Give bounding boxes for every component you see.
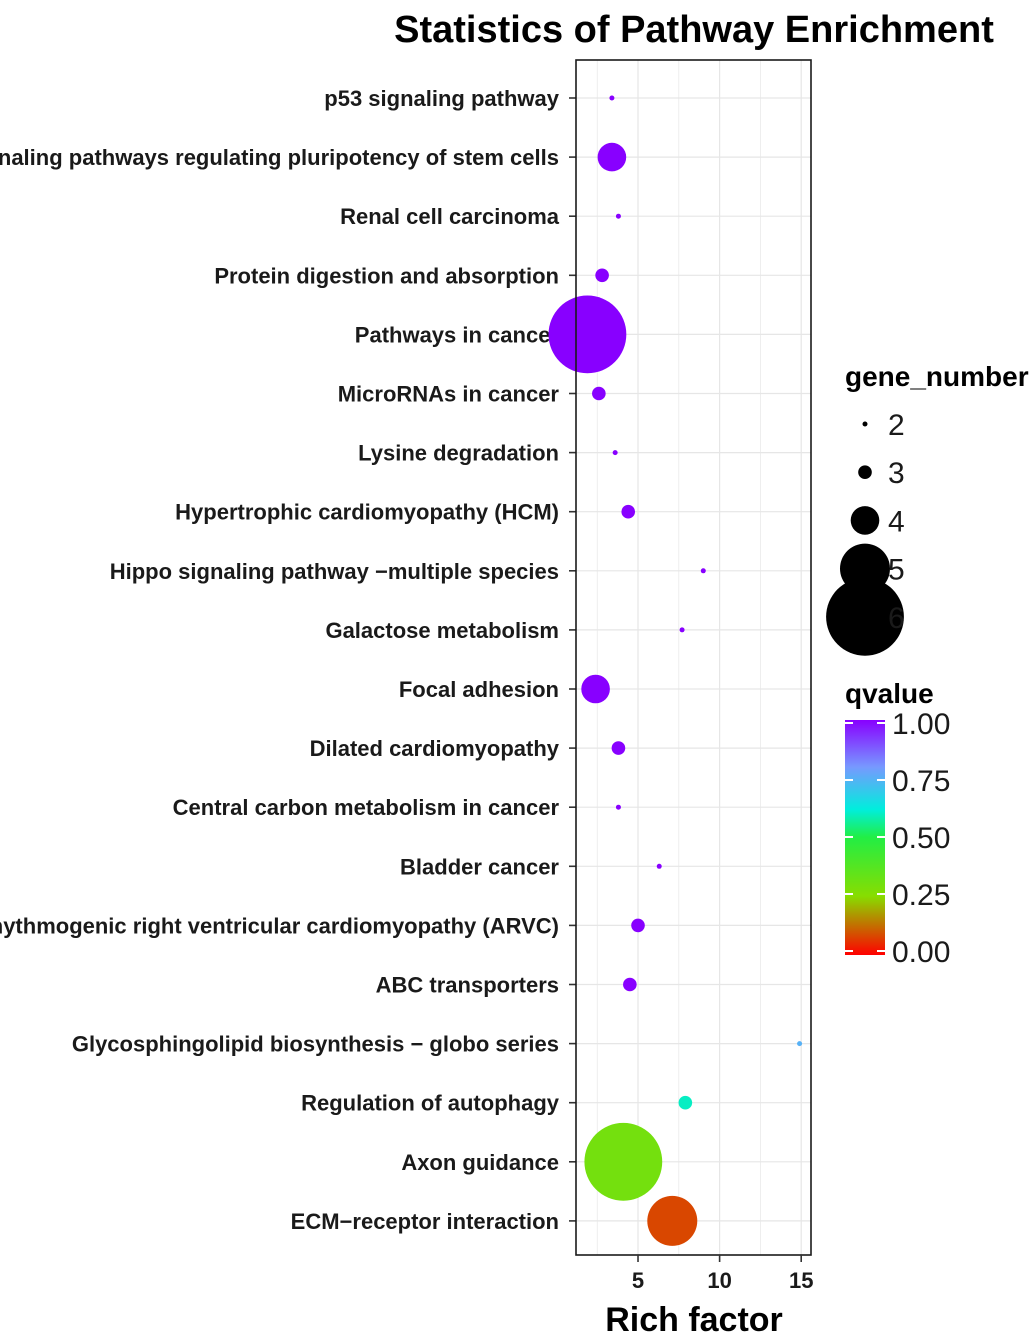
size-legend-dot bbox=[862, 421, 868, 427]
plot-grid bbox=[576, 60, 811, 1255]
color-legend-ticks: 1.00 0.75 0.50 0.25 0.00 bbox=[845, 708, 950, 969]
colorbar-tick-label: 0.00 bbox=[892, 936, 950, 969]
x-tick-label: 5 bbox=[632, 1268, 644, 1293]
enrichment-point bbox=[631, 918, 645, 933]
enrichment-point bbox=[679, 627, 685, 633]
enrichment-point bbox=[615, 804, 621, 810]
pathway-label: Regulation of autophagy bbox=[301, 1091, 560, 1116]
enrichment-point bbox=[797, 1041, 803, 1047]
enrichment-point bbox=[656, 863, 662, 869]
plot-panel bbox=[575, 59, 812, 1256]
pathway-label: ABC transporters bbox=[376, 973, 559, 998]
enrichment-point bbox=[584, 1122, 663, 1201]
enrichment-point bbox=[611, 741, 626, 755]
pathway-label: Hypertrophic cardiomyopathy (HCM) bbox=[175, 500, 559, 525]
size-legend-label: 5 bbox=[888, 554, 905, 587]
colorbar-tick-label: 0.50 bbox=[892, 822, 950, 855]
size-legend-dot bbox=[858, 465, 872, 480]
enrichment-point bbox=[621, 504, 636, 519]
colorbar-tick-label: 0.25 bbox=[892, 879, 950, 912]
x-axis-label: Rich factor bbox=[605, 1301, 783, 1339]
enrichment-point bbox=[615, 213, 621, 219]
enrichment-point bbox=[595, 268, 609, 283]
data-points bbox=[548, 95, 803, 1246]
pathway-label: Bladder cancer bbox=[400, 854, 559, 879]
pathway-label: Arrhythmogenic right ventricular cardiom… bbox=[0, 913, 559, 938]
enrichment-point bbox=[581, 674, 610, 704]
size-legend-title: gene_number bbox=[845, 361, 1029, 392]
size-legend-label: 6 bbox=[888, 602, 905, 635]
pathway-label: Dilated cardiomyopathy bbox=[310, 736, 560, 761]
pathway-label: Galactose metabolism bbox=[325, 618, 559, 643]
size-legend-dot bbox=[826, 577, 904, 656]
enrichment-point bbox=[612, 450, 618, 456]
size-legend-label: 3 bbox=[888, 457, 905, 490]
pathway-labels: p53 signaling pathway Signaling pathways … bbox=[0, 86, 576, 1234]
pathway-label: Pathways in cancer bbox=[355, 322, 560, 347]
pathway-label: ECM−receptor interaction bbox=[291, 1209, 559, 1234]
x-axis-ticks: 5 10 15 bbox=[632, 1255, 813, 1293]
chart-title: Statistics of Pathway Enrichment bbox=[394, 9, 994, 51]
enrichment-point bbox=[678, 1095, 693, 1110]
enrichment-point bbox=[597, 142, 627, 172]
x-tick-label: 10 bbox=[707, 1268, 731, 1293]
pathway-label: Renal cell carcinoma bbox=[340, 204, 560, 229]
pathway-label: p53 signaling pathway bbox=[324, 86, 559, 111]
enrichment-point bbox=[592, 386, 606, 401]
enrichment-point bbox=[647, 1195, 698, 1246]
pathway-label: Signaling pathways regulating pluripoten… bbox=[0, 145, 559, 170]
pathway-label: Lysine degradation bbox=[358, 441, 559, 466]
pathway-label: Protein digestion and absorption bbox=[214, 263, 559, 288]
pathway-label: Central carbon metabolism in cancer bbox=[173, 795, 560, 820]
size-legend-label: 4 bbox=[888, 505, 905, 538]
size-legend-dot bbox=[850, 506, 880, 535]
enrichment-point bbox=[609, 95, 615, 101]
colorbar-tick-label: 1.00 bbox=[892, 708, 950, 741]
pathway-label: Axon guidance bbox=[401, 1150, 559, 1175]
pathway-label: Hippo signaling pathway −multiple specie… bbox=[110, 559, 559, 584]
colorbar-tick-label: 0.75 bbox=[892, 765, 950, 798]
pathway-label: Focal adhesion bbox=[399, 677, 559, 702]
size-legend: 2 3 4 5 6 bbox=[826, 409, 905, 656]
pathway-label: Glycosphingolipid biosynthesis − globo s… bbox=[72, 1032, 559, 1057]
color-legend-title: qvalue bbox=[845, 678, 934, 709]
enrichment-point bbox=[548, 295, 627, 374]
x-tick-label: 15 bbox=[789, 1268, 813, 1293]
enrichment-point bbox=[623, 977, 637, 992]
size-legend-label: 2 bbox=[888, 409, 905, 442]
pathway-label: MicroRNAs in cancer bbox=[338, 382, 560, 407]
enrichment-point bbox=[700, 568, 706, 574]
